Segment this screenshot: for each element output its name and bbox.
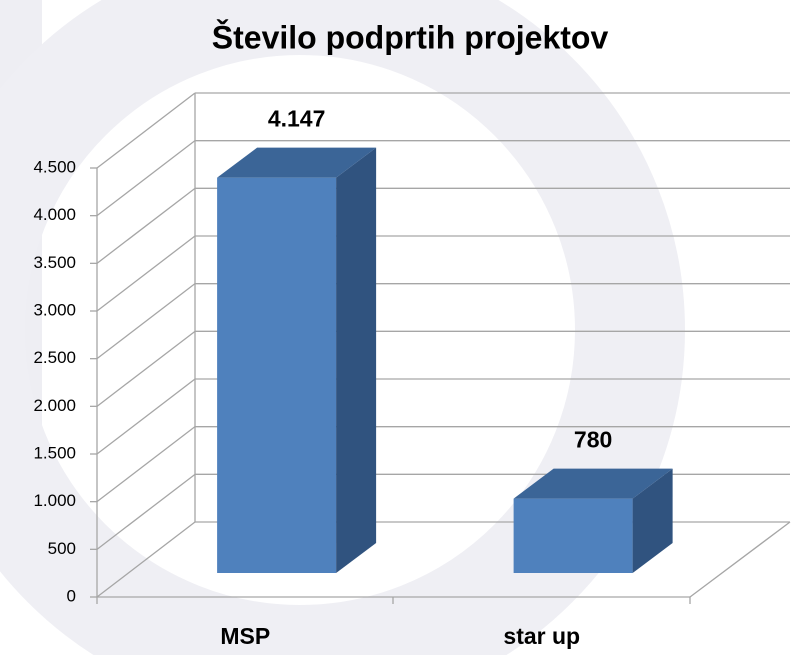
axes-frame: [96, 93, 791, 604]
data-label: 780: [574, 427, 612, 453]
grid-line: [96, 426, 196, 503]
y-tick-label: 1.500: [33, 443, 76, 462]
y-tick-label: 1.000: [33, 491, 76, 510]
grid-line: [96, 378, 196, 455]
floor-edge: [689, 521, 791, 598]
y-tick-label: 0: [67, 586, 76, 605]
bar-side: [336, 147, 377, 574]
chart-title: Število podprtih projektov: [212, 19, 609, 55]
grid-line: [96, 187, 196, 264]
grid-line: [96, 473, 196, 550]
bar-front: [217, 177, 337, 574]
bar-front: [513, 498, 633, 573]
y-tick-label: 4.000: [33, 205, 76, 224]
bar-side: [632, 468, 673, 573]
bar-top: [217, 147, 377, 178]
grid-line: [96, 283, 196, 360]
y-tick-label: 4.500: [33, 157, 76, 176]
data-label: 4.147: [268, 106, 326, 132]
x-tick-label: star up: [503, 623, 580, 649]
grid-line: [96, 521, 196, 598]
y-tick-label: 3.000: [33, 300, 76, 319]
grid-line: [96, 140, 196, 217]
x-tick-label: MSP: [220, 623, 270, 649]
y-tick-label: 3.500: [33, 253, 76, 272]
grid-line: [96, 235, 196, 312]
decor-ring: [0, 0, 685, 655]
grid-line: [96, 330, 196, 407]
background-decoration: [0, 0, 685, 655]
y-tick-label: 500: [48, 539, 76, 558]
y-tick-label: 2.000: [33, 396, 76, 415]
grid-line: [96, 92, 196, 169]
y-tick-label: 2.500: [33, 348, 76, 367]
bar-top: [513, 468, 673, 499]
